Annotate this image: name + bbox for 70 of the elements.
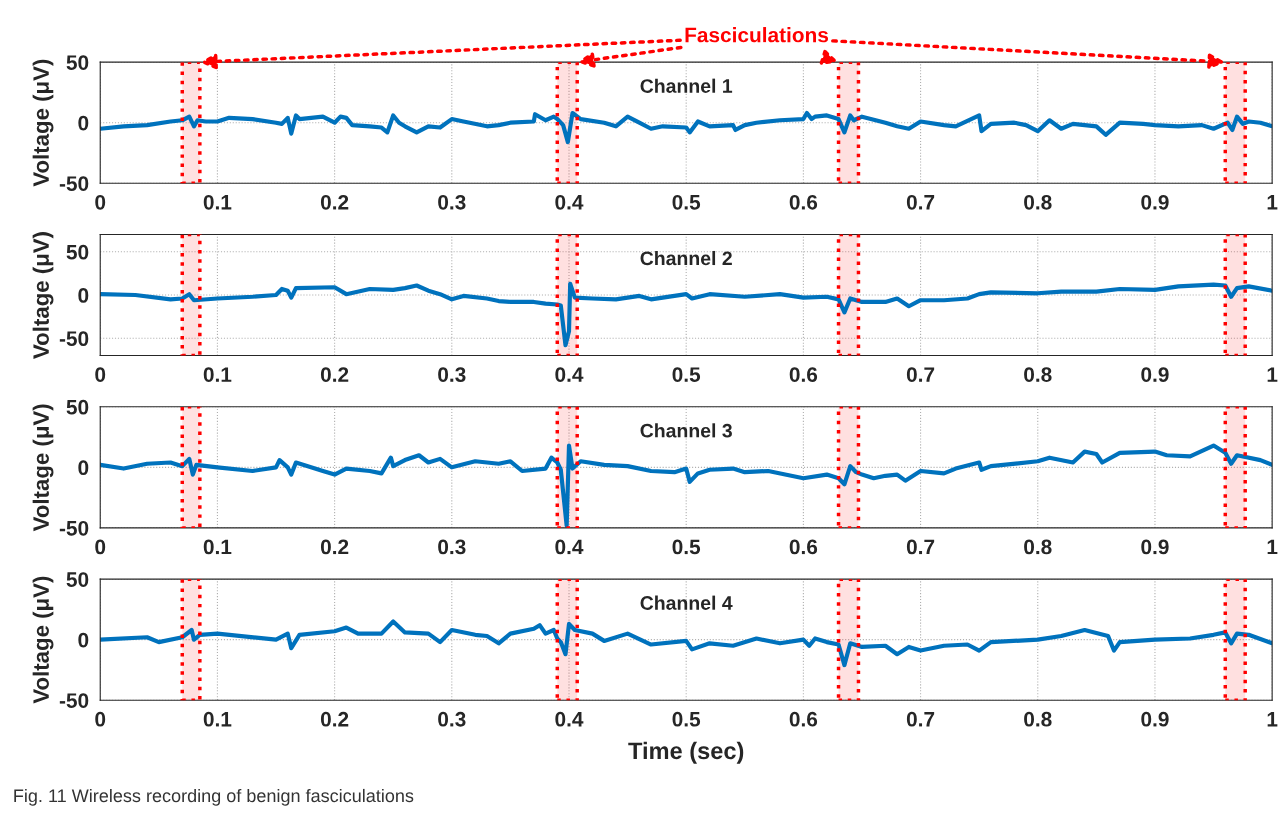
x-tick-label: 0.8 [1024,194,1052,210]
x-tick-label: 0.9 [1141,711,1169,727]
x-tick-label: 0.6 [789,711,818,727]
y-axis-title: Voltage (μV) [32,59,54,187]
x-tick-label: 0.9 [1141,194,1169,210]
x-tick-label: 0.3 [438,711,466,727]
y-tick-label: -50 [59,520,89,536]
x-tick-label: 1 [1267,367,1278,382]
x-tick-label: 0.6 [789,194,818,210]
x-axis-title: Time (sec) [628,741,744,764]
x-tick-label: 0.7 [906,711,935,727]
x-tick-label: 0.6 [789,539,818,555]
x-tick-label: 0.7 [906,539,935,555]
text: Fasciculations [685,27,829,43]
x-tick-label: 0 [95,539,106,555]
x-tick-label: 0.1 [203,194,232,210]
y-tick-label: -50 [59,176,89,191]
y-tick-label: 50 [66,572,89,587]
text: Channel 1 [640,78,733,93]
x-tick-label: 0.5 [672,194,701,210]
x-tick-label: 0.9 [1141,539,1169,555]
x-tick-label: 0.4 [555,711,584,727]
x-tick-label: 1 [1267,539,1278,555]
x-tick-label: 0.1 [203,711,232,727]
x-tick-label: 0.9 [1141,367,1169,382]
x-tick-label: 0.4 [555,367,584,382]
line-series [100,110,1273,145]
x-tick-label: 0.1 [203,539,232,555]
x-tick-label: 0 [95,194,106,210]
y-tick-label: 0 [78,115,89,131]
x-tick-label: 0.5 [672,539,701,555]
x-tick-label: 0.5 [672,367,701,382]
x-tick-label: 0.7 [906,367,935,382]
text: Channel 2 [640,250,732,266]
y-tick-label: 50 [66,399,89,415]
y-tick-label: 0 [78,460,89,476]
text: Channel 3 [640,423,732,438]
x-tick-label: 0.3 [438,194,466,210]
x-tick-label: 1 [1267,712,1278,727]
x-tick-label: 0.8 [1024,367,1052,382]
x-tick-label: 0 [95,711,106,727]
y-axis-title: Voltage (μV) [32,232,54,359]
y-tick-label: -50 [59,331,89,347]
x-tick-label: 0.2 [320,539,349,555]
x-tick-label: 0.1 [203,367,232,382]
x-tick-label: 0.8 [1024,711,1052,727]
x-tick-label: 0.3 [438,367,466,382]
y-tick-label: 50 [66,244,89,260]
x-tick-label: 0.8 [1024,539,1052,555]
y-tick-label: 50 [66,55,89,70]
x-tick-label: 0.7 [906,194,935,210]
line-series [100,619,1273,668]
x-tick-label: 0 [95,367,106,382]
text: Channel 4 [640,595,733,610]
x-tick-label: 1 [1267,195,1278,210]
x-tick-label: 0.2 [320,194,349,210]
line-series [100,281,1273,348]
x-tick-label: 0.4 [555,539,584,555]
x-tick-label: 0.5 [672,711,701,727]
y-tick-label: 0 [78,632,89,648]
x-tick-label: 0.3 [438,539,466,555]
caption: Fig. 11 Wireless recording of benign fasciculations [14,788,414,806]
x-tick-label: 0.2 [320,367,349,382]
x-tick-label: 0.4 [555,194,584,210]
x-tick-label: 0.2 [320,711,349,727]
y-tick-label: 0 [78,288,89,303]
y-axis-title: Voltage (μV) [32,404,54,532]
x-tick-label: 0.6 [789,367,818,382]
y-axis-title: Voltage (μV) [32,576,54,704]
y-tick-label: -50 [59,693,89,708]
